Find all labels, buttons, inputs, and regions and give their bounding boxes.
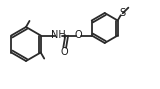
Text: O: O bbox=[61, 47, 68, 57]
Text: S: S bbox=[120, 8, 126, 18]
Text: NH: NH bbox=[51, 31, 66, 40]
Text: O: O bbox=[74, 31, 82, 40]
